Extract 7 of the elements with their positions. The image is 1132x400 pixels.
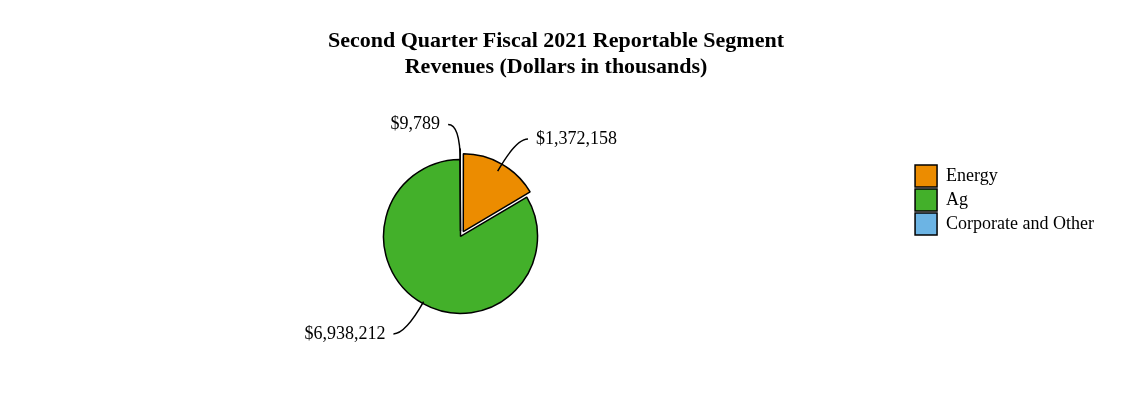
chart-title: Second Quarter Fiscal 2021 Reportable Segment Revenues (Dollars in thousands) bbox=[327, 26, 785, 79]
data-label: $9,789 bbox=[390, 113, 441, 134]
data-label: $6,938,212 bbox=[304, 322, 386, 343]
legend-label: Ag bbox=[946, 188, 969, 209]
data-label: $1,372,158 bbox=[535, 127, 617, 148]
legend-label: Energy bbox=[946, 164, 998, 185]
legend-label: Corporate and Other bbox=[946, 212, 1095, 233]
